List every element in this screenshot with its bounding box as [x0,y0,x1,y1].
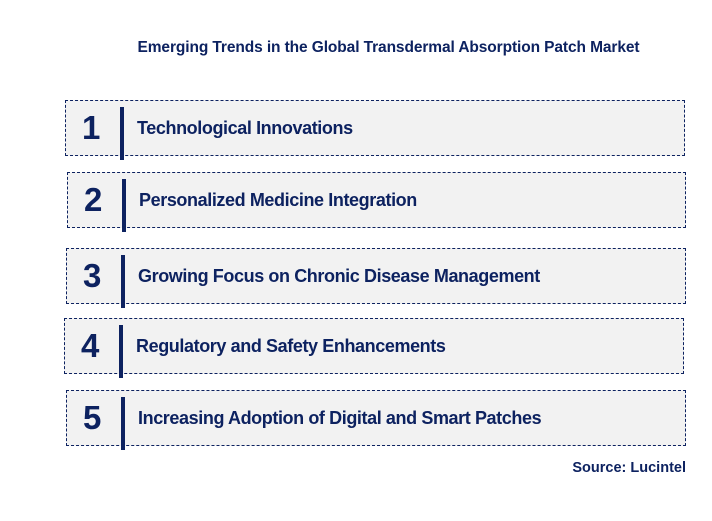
trend-item-3: 3 Growing Focus on Chronic Disease Manag… [66,248,686,308]
diagram-title: Emerging Trends in the Global Transderma… [137,39,640,56]
trend-label: Increasing Adoption of Digital and Smart… [138,407,542,428]
divider-bar [121,255,125,308]
trend-label: Regulatory and Safety Enhancements [136,335,446,356]
divider-bar [121,397,125,450]
trend-label: Technological Innovations [137,117,353,138]
divider-bar [119,325,123,378]
trend-item-2: 2 Personalized Medicine Integration [67,172,686,232]
divider-bar [122,179,126,232]
trend-number: 5 [83,399,102,436]
divider-bar [120,107,124,160]
trend-label: Growing Focus on Chronic Disease Managem… [138,265,540,286]
trend-item-4: 4 Regulatory and Safety Enhancements [64,318,684,378]
trend-item-1: 1 Technological Innovations [65,100,685,160]
trend-number: 3 [83,257,102,294]
trend-number: 1 [82,109,101,146]
trend-item-5: 5 Increasing Adoption of Digital and Sma… [66,390,686,450]
trend-label: Personalized Medicine Integration [139,189,417,210]
trend-number: 2 [84,181,103,218]
source-credit: Source: Lucintel [572,460,686,476]
trend-number: 4 [81,327,100,364]
